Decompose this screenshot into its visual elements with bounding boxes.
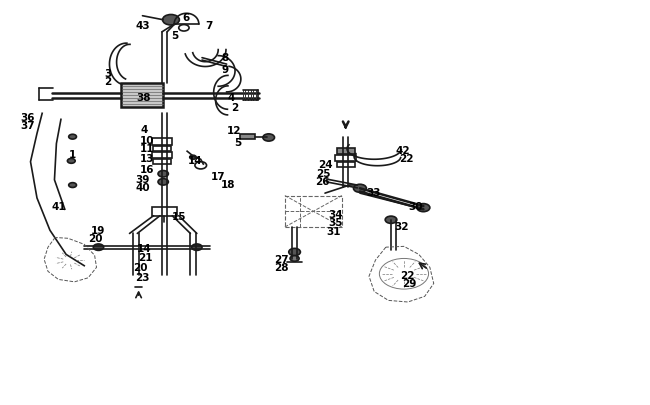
Bar (285, 196, 342, 228)
Bar (337, 149, 355, 155)
Text: 39: 39 (135, 174, 150, 184)
Text: 33: 33 (367, 188, 381, 197)
Text: 7: 7 (205, 21, 212, 30)
Circle shape (190, 156, 196, 160)
Circle shape (69, 135, 77, 140)
Text: 26: 26 (315, 177, 330, 187)
Text: 13: 13 (140, 154, 154, 164)
Text: 24: 24 (318, 159, 332, 169)
Text: 37: 37 (20, 121, 34, 131)
Bar (153, 160, 171, 165)
Text: 22: 22 (399, 154, 414, 164)
Text: 16: 16 (140, 164, 154, 174)
Text: 29: 29 (402, 279, 417, 289)
Text: 22: 22 (400, 270, 415, 280)
Bar (153, 147, 171, 152)
Circle shape (263, 134, 274, 142)
Text: 5: 5 (171, 31, 179, 40)
Bar (335, 156, 356, 162)
Text: 12: 12 (227, 126, 242, 136)
Bar (151, 208, 177, 216)
Circle shape (68, 159, 75, 164)
Text: 2: 2 (231, 103, 238, 113)
Text: 40: 40 (135, 183, 150, 193)
Text: 43: 43 (135, 21, 150, 30)
Text: 14: 14 (188, 155, 203, 165)
Circle shape (289, 249, 300, 256)
Circle shape (192, 244, 202, 251)
Text: 38: 38 (136, 93, 151, 103)
Circle shape (94, 244, 103, 251)
Bar (121, 84, 163, 108)
Text: 36: 36 (20, 113, 34, 123)
Text: 11: 11 (140, 144, 154, 154)
Text: 42: 42 (395, 145, 410, 155)
Text: 32: 32 (394, 222, 409, 232)
Text: 30: 30 (408, 202, 423, 211)
Text: 14: 14 (136, 244, 151, 254)
Text: 21: 21 (138, 253, 152, 262)
Text: 34: 34 (328, 209, 343, 220)
Bar (151, 153, 172, 158)
Bar (151, 139, 172, 145)
Circle shape (158, 171, 168, 177)
Circle shape (385, 217, 397, 224)
Text: 18: 18 (220, 179, 235, 190)
Text: 23: 23 (135, 272, 150, 282)
Bar (240, 134, 255, 140)
Circle shape (290, 256, 299, 262)
Bar (337, 162, 355, 168)
Text: 10: 10 (140, 135, 154, 145)
Text: 5: 5 (234, 137, 241, 147)
Text: 17: 17 (211, 171, 226, 181)
Text: 35: 35 (328, 217, 343, 228)
Text: 41: 41 (51, 202, 66, 211)
Text: 27: 27 (274, 255, 289, 264)
Text: 19: 19 (91, 226, 106, 236)
Text: 4: 4 (140, 125, 148, 135)
Text: 15: 15 (172, 211, 187, 222)
Text: 31: 31 (327, 226, 341, 237)
Text: 25: 25 (317, 168, 331, 178)
Text: 6: 6 (182, 13, 189, 22)
Text: 20: 20 (133, 262, 148, 272)
Circle shape (162, 15, 179, 26)
Circle shape (158, 179, 168, 185)
Text: 8: 8 (221, 53, 228, 63)
Text: 2: 2 (105, 77, 112, 87)
Text: 9: 9 (221, 65, 228, 75)
Circle shape (417, 204, 430, 212)
Text: 1: 1 (69, 149, 76, 159)
Text: 3: 3 (105, 69, 112, 79)
Circle shape (354, 185, 367, 193)
Text: 4: 4 (227, 93, 235, 103)
Text: 20: 20 (88, 234, 103, 244)
Text: 28: 28 (274, 263, 288, 273)
Circle shape (69, 183, 77, 188)
